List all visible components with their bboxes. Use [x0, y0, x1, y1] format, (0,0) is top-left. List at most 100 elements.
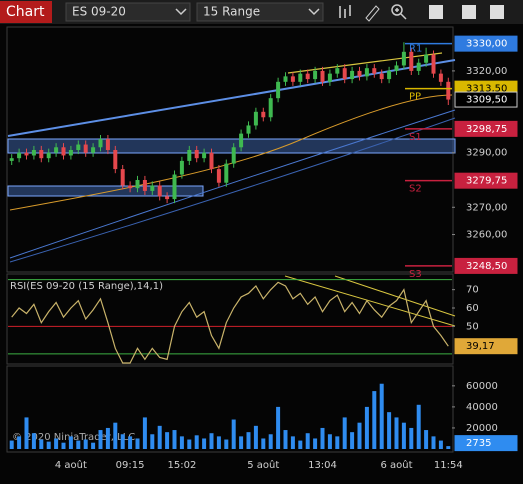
last-price-label: 3309,50 [466, 95, 507, 106]
volume-bar [416, 404, 421, 449]
period-select[interactable] [196, 2, 324, 22]
zoom-icon[interactable] [391, 4, 407, 20]
y-tick-label: 3290,00 [466, 148, 507, 159]
candle-body [24, 152, 29, 156]
rsi-trend-line [334, 275, 456, 317]
x-tick-label: 09:15 [116, 460, 145, 471]
candle-body [17, 152, 22, 159]
volume-bar [424, 430, 429, 449]
volume-bar [446, 446, 451, 449]
candle-body [39, 150, 44, 159]
copyright: © 2020 NinjaTrader, LLC [12, 432, 135, 443]
window-button[interactable] [490, 5, 504, 19]
candle-body [320, 70, 325, 82]
volume-bar [187, 439, 192, 449]
volume-bar [387, 412, 392, 449]
candle-body [209, 152, 214, 170]
y-tick-label: 3260,00 [466, 230, 507, 241]
candle-body [342, 68, 347, 80]
chart-tab[interactable] [0, 1, 52, 23]
volume-bar [224, 439, 229, 449]
candle-body [357, 70, 362, 77]
pivot-name: R1 [409, 44, 422, 55]
volume-bar [113, 422, 118, 449]
volume-bar [54, 438, 59, 449]
volume-bar [157, 425, 162, 449]
volume-bar [335, 436, 340, 449]
candle-body [83, 144, 88, 153]
candle-body [431, 54, 436, 74]
volume-bar [142, 417, 147, 449]
toolbar: Chart ES 09-20 15 Range [0, 0, 523, 24]
volume-bar [313, 438, 318, 449]
bar-type-icon[interactable] [339, 5, 351, 18]
candle-body [394, 65, 399, 71]
volume-bar [372, 391, 377, 449]
volume-bar [91, 442, 96, 449]
volume-bar [231, 419, 236, 449]
volume-bar [24, 417, 29, 449]
candle-body [446, 81, 451, 100]
volume-bar [150, 434, 155, 449]
candle-body [187, 150, 192, 161]
candle-body [150, 185, 155, 191]
rsi-trend-line [284, 275, 456, 327]
volume-bar [409, 427, 414, 449]
candle-body [135, 180, 140, 189]
draw-tool-icon[interactable] [365, 5, 380, 22]
rsi-line [11, 281, 449, 364]
volume-bar [172, 430, 177, 449]
volume-bar [283, 430, 288, 449]
candle-body [379, 73, 384, 80]
volume-bar [128, 436, 133, 449]
x-tick-label: 5 août [247, 459, 279, 471]
pivot-marker-label: 3279,75 [466, 176, 507, 187]
moving-average [9, 117, 456, 263]
pivot-marker [454, 35, 518, 52]
trend-line [287, 52, 443, 74]
volume-bar [357, 422, 362, 449]
volume-bar [202, 438, 207, 449]
volume-bar [438, 440, 443, 449]
pivot-marker-label: 3313,50 [466, 84, 507, 95]
candle-body [327, 73, 332, 82]
candle-body [313, 70, 318, 80]
window-button[interactable] [429, 5, 443, 19]
candle-body [350, 70, 355, 80]
moving-average [9, 94, 453, 211]
x-tick-label: 6 août [380, 459, 412, 471]
volume-bar [98, 430, 103, 449]
window-button[interactable] [462, 5, 476, 19]
x-tick-label: 13:04 [308, 460, 337, 471]
period-label: 15 Range [203, 5, 260, 19]
candle-body [142, 180, 147, 191]
volume-bar [39, 439, 44, 449]
candle-body [61, 147, 66, 156]
candle-body [179, 160, 184, 175]
candle-body [91, 147, 96, 153]
instrument-select[interactable] [65, 2, 191, 22]
volume-bar [298, 440, 303, 449]
pivot-name: S1 [409, 132, 422, 143]
volume-bar [431, 436, 436, 449]
instrument-label: ES 09-20 [72, 5, 126, 19]
y-tick-label: 60000 [466, 381, 498, 392]
pivot-name: S3 [409, 269, 422, 280]
candle-body [157, 185, 162, 197]
volume-bar [350, 432, 355, 449]
pivot-marker-label: 3298,75 [466, 124, 507, 135]
candle-body [401, 51, 406, 66]
candle-body [253, 111, 258, 126]
volume-bar [31, 433, 36, 449]
volume-bar [239, 436, 244, 449]
candle-body [9, 158, 14, 161]
candle-body [364, 68, 369, 77]
candle-body [76, 144, 81, 150]
candle-body [276, 81, 281, 99]
candle-body [54, 147, 59, 153]
candle-body [438, 73, 443, 82]
pivot-marker [454, 120, 518, 137]
volume-bar [209, 433, 214, 449]
volume-bar [61, 442, 66, 449]
